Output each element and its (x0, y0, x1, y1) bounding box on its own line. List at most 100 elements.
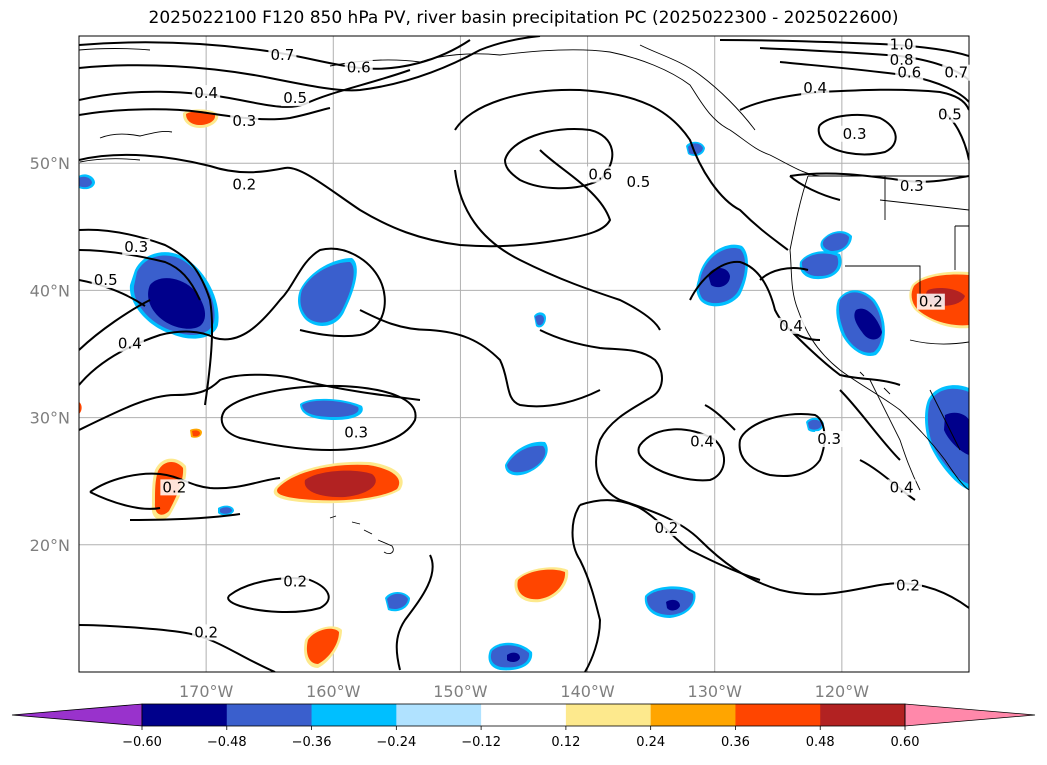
contour-label: 0.4 (803, 79, 827, 97)
contour-label-bg (840, 125, 869, 142)
colorbar-segment (311, 704, 397, 726)
lat-tick-label: 40°N (30, 281, 70, 300)
contour-label: 0.3 (843, 125, 867, 143)
lon-tick-label: 120°W (815, 682, 870, 701)
colorbar-tick-label: −0.48 (207, 735, 247, 750)
coastlines (79, 44, 969, 555)
contour-label-bg (624, 174, 653, 191)
contour-label-bg (815, 431, 844, 448)
gridlines (79, 36, 969, 672)
contour-label: 0.5 (938, 106, 962, 124)
contour-label-bg (586, 166, 615, 183)
contour-label-bg (652, 520, 681, 537)
lon-tick-label: 140°W (560, 682, 615, 701)
contour-label-bg (344, 59, 373, 76)
contour-label-bg (897, 177, 926, 194)
colorbar-tick-label: −0.36 (292, 735, 332, 750)
colorbar-segment (565, 704, 652, 726)
contour-label: 0.2 (194, 623, 218, 641)
map-background (79, 36, 969, 672)
contour-label: 1.0 (890, 36, 914, 54)
contour-label: 0.5 (626, 173, 650, 191)
contour-label-bg (192, 85, 221, 102)
longitude-tick-labels: 170°W 160°W 150°W 140°W 130°W 120°W (179, 682, 869, 701)
colorbar-extend-max (904, 703, 1036, 727)
contour-label: 0.3 (344, 424, 368, 442)
lat-tick-label: 20°N (30, 536, 70, 555)
contour-label-bg (192, 624, 221, 641)
contour-label-bg (801, 79, 830, 96)
contour-label-bg (893, 577, 922, 594)
lon-tick-label: 130°W (688, 682, 743, 701)
contour-label-bg (777, 317, 805, 334)
colorbar-tick-label: 0.24 (636, 735, 665, 750)
colorbar-segment (396, 704, 482, 726)
contour-label-bg (887, 479, 916, 496)
colorbar-segment (142, 704, 228, 726)
latitude-tick-labels: 20°N 30°N 40°N 50°N (30, 154, 70, 555)
contour-label: 0.4 (118, 335, 142, 353)
colorbar-segment (650, 704, 736, 726)
lon-tick-label: 170°W (179, 682, 234, 701)
map-title: 2025022100 F120 850 hPa PV, river basin … (148, 8, 899, 28)
contour-label: 0.2 (919, 293, 943, 311)
pv-contours (79, 36, 969, 672)
contour-label: 0.4 (890, 478, 914, 496)
colorbar-tick-label: −0.24 (376, 735, 416, 750)
lon-tick-label: 160°W (306, 682, 361, 701)
contour-label-bg (342, 424, 371, 441)
colorbar-tick-label: 0.36 (721, 735, 750, 750)
contour-label: 0.5 (94, 271, 118, 289)
contour-label-bg (230, 113, 259, 130)
contour-label-bg (895, 64, 924, 81)
contour-label: 0.6 (897, 64, 921, 82)
contour-label: 0.2 (283, 573, 307, 591)
contour-label-bg (268, 46, 297, 63)
contour-label-bg (688, 433, 716, 450)
contour-label-bg (230, 176, 259, 193)
contour-label: 0.6 (588, 165, 612, 183)
colorbar: −0.60 −0.48 −0.36 −0.24 −0.12 0.12 0.24 0.36 0.4… (11, 703, 1036, 750)
contour-label: 0.2 (896, 576, 920, 594)
colorbar-segment (481, 704, 567, 726)
lat-tick-label: 50°N (30, 154, 70, 173)
contour-label-bg (160, 479, 189, 496)
contour-label-bg (122, 238, 151, 255)
colorbar-tick-label: 0.12 (551, 735, 580, 750)
contour-label: 0.3 (817, 430, 841, 448)
colorbar-tick-label: 0.48 (806, 735, 835, 750)
contour-label: 0.3 (232, 112, 256, 130)
contour-label-bg (281, 90, 310, 107)
contour-label-bg (887, 51, 916, 68)
contour-label-bg (935, 106, 964, 123)
colorbar-segment (735, 704, 821, 726)
pv-contour-labels: 0.70.60.4 0.50.30.20.6 0.51.00.80.6 0.70.40… (91, 36, 971, 641)
contour-label-bg (887, 36, 916, 53)
contour-label: 0.2 (232, 176, 256, 194)
contour-label: 0.4 (690, 433, 714, 451)
lon-tick-label: 150°W (433, 682, 488, 701)
contour-label-bg (281, 573, 310, 590)
map-frame (78, 35, 970, 673)
contour-label-bg (916, 293, 945, 310)
colorbar-tick-label: −0.12 (461, 735, 501, 750)
contour-label: 0.2 (162, 478, 186, 496)
contour-label: 0.8 (890, 51, 914, 69)
contour-label: 0.5 (283, 89, 307, 107)
contour-label: 0.2 (654, 519, 678, 537)
contour-label-bg (91, 272, 120, 289)
lat-tick-label: 30°N (30, 409, 70, 428)
colorbar-tick-label: 0.60 (891, 735, 920, 750)
contour-label: 0.3 (900, 177, 924, 195)
contour-label-bg (115, 335, 144, 352)
colorbar-segment (820, 704, 906, 726)
contour-label: 0.6 (347, 59, 371, 77)
colorbar-outline (141, 703, 906, 727)
contour-label: 0.4 (194, 84, 218, 102)
colorbar-segment (226, 704, 313, 726)
contour-label: 0.7 (944, 64, 968, 82)
contour-label: 0.3 (124, 238, 148, 256)
contour-label: 0.4 (779, 317, 803, 335)
contour-label: 0.7 (270, 46, 294, 64)
colorbar-tick-label: −0.60 (122, 735, 162, 750)
